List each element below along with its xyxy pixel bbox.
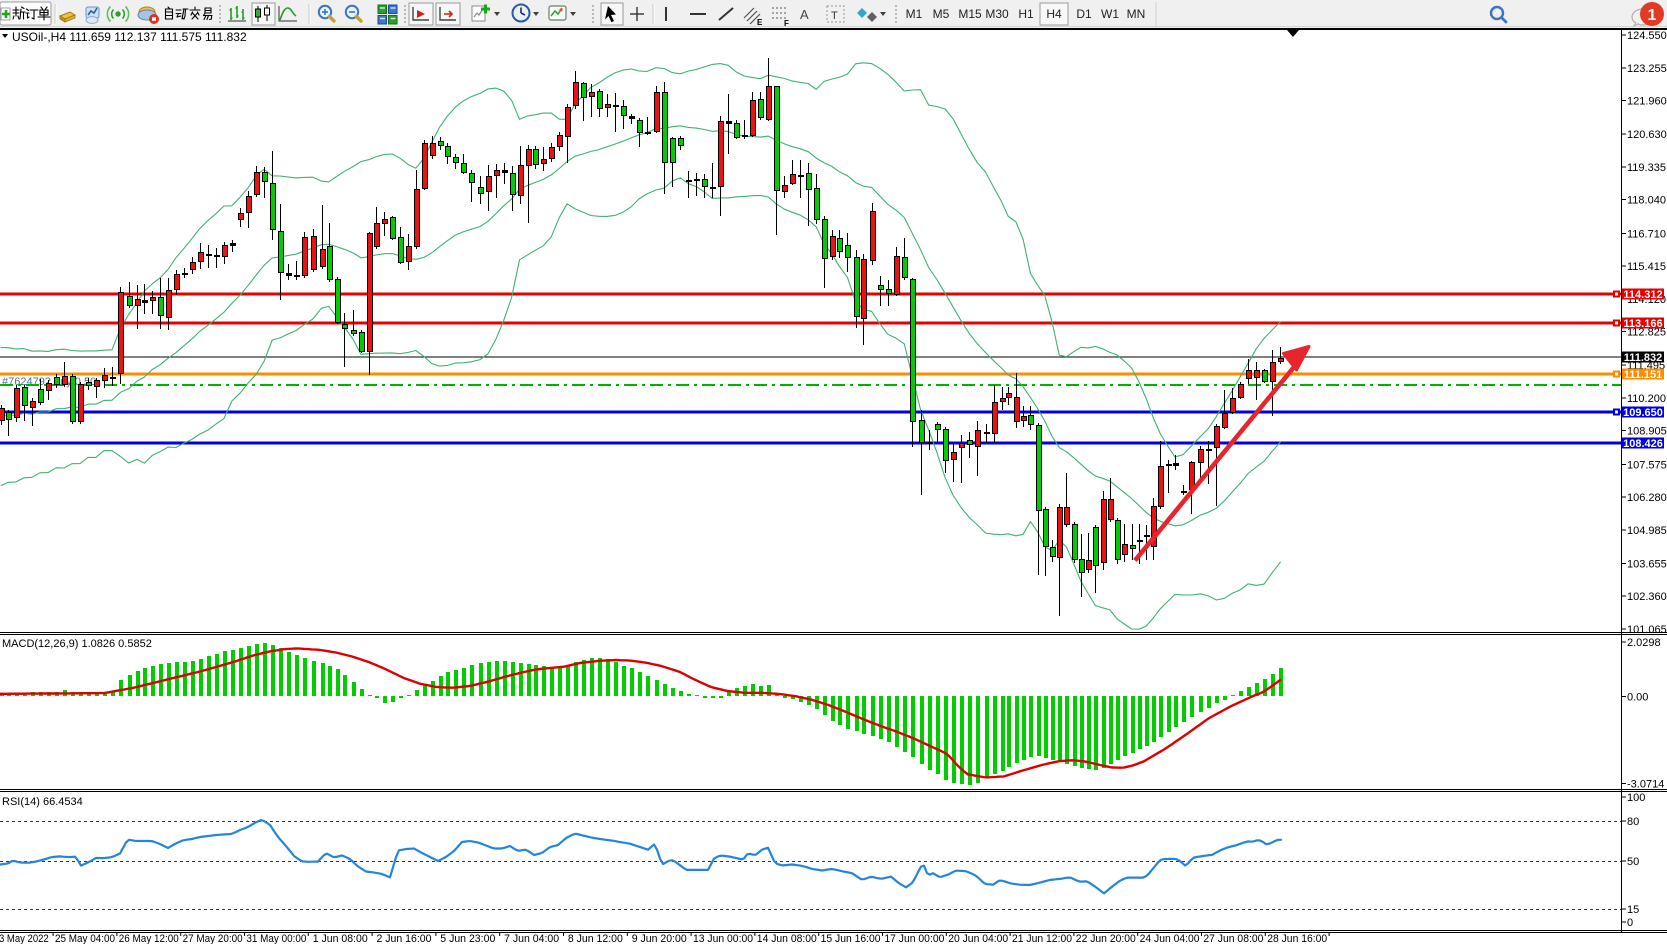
svg-text:USOil-,H4 111.659 112.137 111: USOil-,H4 111.659 112.137 111.575 111.83…	[12, 30, 247, 44]
svg-text:H1: H1	[1018, 7, 1034, 21]
svg-text:113.166: 113.166	[1623, 318, 1662, 330]
svg-text:118.040: 118.040	[1627, 195, 1666, 207]
svg-text:17 Jun 00:00: 17 Jun 00:00	[884, 933, 944, 944]
svg-text:2 Jun 16:00: 2 Jun 16:00	[377, 933, 432, 944]
svg-text:108.426: 108.426	[1623, 438, 1663, 450]
svg-text:103.655: 103.655	[1627, 559, 1667, 571]
svg-text:24 Jun 04:00: 24 Jun 04:00	[1140, 933, 1200, 944]
svg-text:110.200: 110.200	[1627, 393, 1666, 405]
svg-text:25 May 04:00: 25 May 04:00	[55, 933, 115, 944]
svg-text:T: T	[831, 10, 838, 22]
svg-text:1: 1	[1648, 7, 1657, 24]
svg-text:14 Jun 08:00: 14 Jun 08:00	[757, 933, 817, 944]
svg-text:0.00: 0.00	[1627, 691, 1648, 703]
svg-text:15: 15	[1627, 904, 1639, 916]
svg-text:107.575: 107.575	[1627, 459, 1667, 471]
svg-text:111.832: 111.832	[1624, 352, 1663, 364]
svg-text:109.650: 109.650	[1623, 407, 1663, 419]
svg-text:RSI(14) 66.4534: RSI(14) 66.4534	[2, 796, 83, 808]
svg-text:27 May 20:00: 27 May 20:00	[183, 933, 243, 944]
svg-text:108.905: 108.905	[1627, 426, 1667, 438]
svg-text:M5: M5	[933, 7, 950, 21]
svg-text:124.550: 124.550	[1627, 30, 1667, 42]
svg-text:5 Jun 23:00: 5 Jun 23:00	[440, 933, 495, 944]
svg-text:26 May 12:00: 26 May 12:00	[119, 933, 179, 944]
svg-text:22 Jun 20:00: 22 Jun 20:00	[1076, 933, 1136, 944]
svg-text:H4: H4	[1046, 7, 1062, 21]
svg-text:D1: D1	[1076, 7, 1092, 21]
svg-text:100: 100	[1627, 792, 1645, 804]
svg-text:7 Jun 04:00: 7 Jun 04:00	[504, 933, 559, 944]
svg-text:1 Jun 08:00: 1 Jun 08:00	[313, 933, 368, 944]
svg-text:116.710: 116.710	[1627, 228, 1666, 240]
svg-text:104.985: 104.985	[1627, 525, 1667, 537]
svg-text:MACD(12,26,9) 1.0826 0.5852: MACD(12,26,9) 1.0826 0.5852	[2, 638, 152, 650]
svg-text:0: 0	[1627, 917, 1633, 929]
svg-text:27 Jun 08:00: 27 Jun 08:00	[1203, 933, 1263, 944]
svg-text:80: 80	[1627, 816, 1639, 828]
svg-text:120.630: 120.630	[1627, 129, 1667, 141]
svg-text:9 Jun 20:00: 9 Jun 20:00	[632, 933, 687, 944]
svg-text:114.312: 114.312	[1623, 289, 1662, 301]
svg-text:F: F	[784, 19, 789, 28]
svg-text:W1: W1	[1101, 7, 1119, 21]
svg-text:13 Jun 00:00: 13 Jun 00:00	[693, 933, 753, 944]
svg-text:102.360: 102.360	[1627, 591, 1667, 603]
svg-text:21 Jun 12:00: 21 Jun 12:00	[1012, 933, 1072, 944]
svg-text:MN: MN	[1127, 7, 1146, 21]
svg-text:M1: M1	[906, 7, 923, 21]
svg-text:31 May 00:00: 31 May 00:00	[246, 933, 306, 944]
svg-text:A: A	[800, 7, 809, 22]
svg-text:111.151: 111.151	[1624, 369, 1663, 381]
svg-text:115.415: 115.415	[1627, 261, 1666, 273]
svg-text:106.280: 106.280	[1627, 492, 1667, 504]
svg-text:112.825: 112.825	[1627, 327, 1666, 339]
svg-text:E: E	[757, 18, 763, 27]
svg-text:-3.0714: -3.0714	[1627, 779, 1664, 791]
svg-text:121.960: 121.960	[1627, 96, 1667, 108]
svg-text:119.335: 119.335	[1627, 162, 1666, 174]
svg-text:M15: M15	[958, 7, 982, 21]
svg-text:2.0298: 2.0298	[1627, 637, 1661, 649]
svg-text:123.255: 123.255	[1627, 63, 1667, 75]
svg-text:20 Jun 04:00: 20 Jun 04:00	[948, 933, 1008, 944]
svg-text:50: 50	[1627, 856, 1639, 868]
svg-text:23 May 2022: 23 May 2022	[0, 933, 49, 944]
svg-text:8 Jun 12:00: 8 Jun 12:00	[568, 933, 623, 944]
svg-text:28 Jun 16:00: 28 Jun 16:00	[1267, 933, 1327, 944]
svg-text:M30: M30	[985, 7, 1009, 21]
svg-text:15 Jun 16:00: 15 Jun 16:00	[821, 933, 881, 944]
